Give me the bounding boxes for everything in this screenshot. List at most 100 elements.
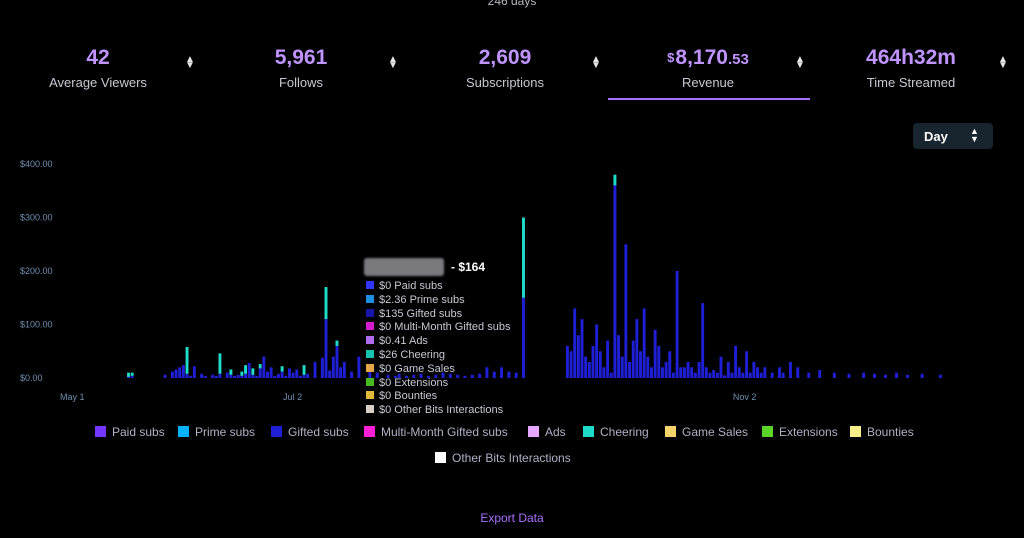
tooltip-row-text: $26 Cheering — [379, 348, 446, 361]
legend-swatch — [528, 426, 539, 437]
bar-segment — [185, 346, 189, 374]
legend-item[interactable]: Bounties — [850, 425, 914, 439]
tooltip-row: $0.41 Ads — [366, 335, 510, 349]
bar-segment — [284, 375, 288, 378]
bar-segment — [426, 375, 430, 378]
currency-symbol: $ — [667, 50, 675, 65]
tooltip-row-text: $2.36 Prime subs — [379, 293, 465, 306]
stat-subscriptions[interactable]: 2,609 Subscriptions ▲ ▼ — [455, 46, 658, 102]
tooltip-row: $0 Game Sales — [366, 363, 510, 377]
bar-segment — [240, 375, 244, 378]
sort-icon[interactable]: ▲ ▼ — [795, 54, 805, 71]
bar-segment — [679, 367, 683, 378]
legend-swatch — [95, 426, 106, 437]
bar-segment — [178, 367, 182, 378]
bar-segment — [419, 373, 423, 378]
bar-segment — [342, 361, 346, 378]
bar-segment — [522, 217, 525, 298]
bar-segment — [701, 303, 705, 378]
bar-segment — [339, 367, 343, 378]
stat-average-viewers[interactable]: 42 Average Viewers ▲ ▼ — [48, 46, 251, 102]
tooltip-row-text: $0 Extensions — [379, 376, 449, 389]
bar-segment — [778, 367, 781, 378]
bar-segment — [693, 372, 697, 378]
sort-icon[interactable]: ▲ ▼ — [998, 54, 1008, 71]
legend-item[interactable]: Ads — [528, 425, 566, 439]
bar-segment — [522, 297, 525, 378]
tooltip-row: $0 Bounties — [366, 390, 510, 404]
legend-swatch — [271, 426, 282, 437]
bar-segment — [394, 375, 397, 378]
bar-segment — [441, 372, 445, 378]
legend-label: Gifted subs — [288, 425, 349, 439]
legend-label: Prime subs — [195, 425, 256, 439]
tooltip-swatch — [366, 405, 374, 414]
tooltip-rows: $0 Paid subs $2.36 Prime subs $135 Gifted … — [366, 280, 510, 418]
bar-segment — [602, 367, 606, 378]
tooltip-row: $26 Cheering — [366, 349, 510, 363]
bar-segment — [229, 369, 233, 375]
stat-label: Average Viewers — [49, 75, 147, 90]
bar-segment — [211, 374, 215, 378]
bar-segment — [884, 374, 888, 378]
sort-icon[interactable]: ▲ ▼ — [591, 54, 601, 71]
stat-label: Time Streamed — [866, 75, 956, 90]
bar-segment — [280, 366, 284, 372]
bar-segment — [741, 372, 745, 378]
x-tick-label: Jul 2 — [283, 392, 302, 402]
bar-segment — [712, 369, 716, 378]
bar-segment — [895, 372, 898, 378]
legend-swatch — [850, 426, 861, 437]
y-tick-label: $300.00 — [20, 213, 53, 223]
period-label: 246 days — [487, 0, 537, 8]
tooltip-swatch — [366, 363, 374, 372]
stat-time-streamed[interactable]: 464h32m Time Streamed ▲ ▼ — [861, 46, 1024, 102]
bar-segment — [847, 373, 851, 378]
sort-icon[interactable]: ▲ ▼ — [185, 54, 195, 71]
tooltip-row: $0 Other Bits Interactions — [366, 404, 510, 418]
bar-segment — [807, 372, 811, 378]
bar-segment — [565, 345, 569, 378]
tooltip-swatch — [366, 294, 374, 303]
bar-segment — [686, 361, 690, 378]
y-tick-label: $100.00 — [20, 320, 53, 330]
granularity-value: Day — [924, 129, 948, 144]
export-data-link[interactable]: Export Data — [480, 511, 544, 525]
sort-icon[interactable]: ▲ ▼ — [388, 54, 398, 71]
bar-segment — [682, 367, 686, 378]
bar-segment — [127, 376, 130, 378]
x-tick-label: May 1 — [60, 392, 85, 402]
bar-segment — [328, 370, 332, 378]
legend-item[interactable]: Multi-Month Gifted subs — [364, 425, 508, 439]
bar-segment — [639, 351, 642, 378]
bar-segment — [708, 372, 712, 378]
legend-item[interactable]: Paid subs — [95, 425, 165, 439]
bar-segment — [514, 372, 518, 378]
legend-item[interactable]: Gifted subs — [271, 425, 349, 439]
legend-item[interactable]: Extensions — [762, 425, 838, 439]
stat-follows[interactable]: 5,961 Follows ▲ ▼ — [251, 46, 454, 102]
bar-segment — [763, 367, 767, 378]
bar-segment — [276, 373, 280, 378]
legend-item[interactable]: Game Sales — [665, 425, 748, 439]
legend-item[interactable]: Prime subs — [178, 425, 255, 439]
bar-segment — [492, 371, 496, 378]
legend-item[interactable]: Other Bits Interactions — [435, 451, 571, 465]
legend-label: Game Sales — [682, 425, 749, 439]
bar-segment — [748, 372, 752, 378]
bar-segment — [478, 373, 482, 378]
bar-segment — [591, 345, 595, 378]
legend-item[interactable]: Cheering — [583, 425, 649, 439]
bar-segment — [255, 375, 258, 378]
bar-segment — [192, 366, 196, 378]
bar-segment — [386, 374, 390, 378]
bar-segment — [500, 367, 504, 378]
stat-tabs: 42 Average Viewers ▲ ▼ 5,961 Follows ▲ ▼ 2… — [0, 46, 1024, 102]
stat-value: 464h32m — [866, 46, 956, 69]
stat-revenue[interactable]: $8,170.53 Revenue ▲ ▼ — [608, 46, 811, 102]
stat-label: Follows — [278, 75, 324, 90]
tooltip-swatch — [366, 322, 374, 331]
granularity-select[interactable]: Day ▲ ▼ — [913, 123, 993, 149]
bar-segment — [920, 373, 924, 378]
bar-segment — [587, 361, 591, 378]
